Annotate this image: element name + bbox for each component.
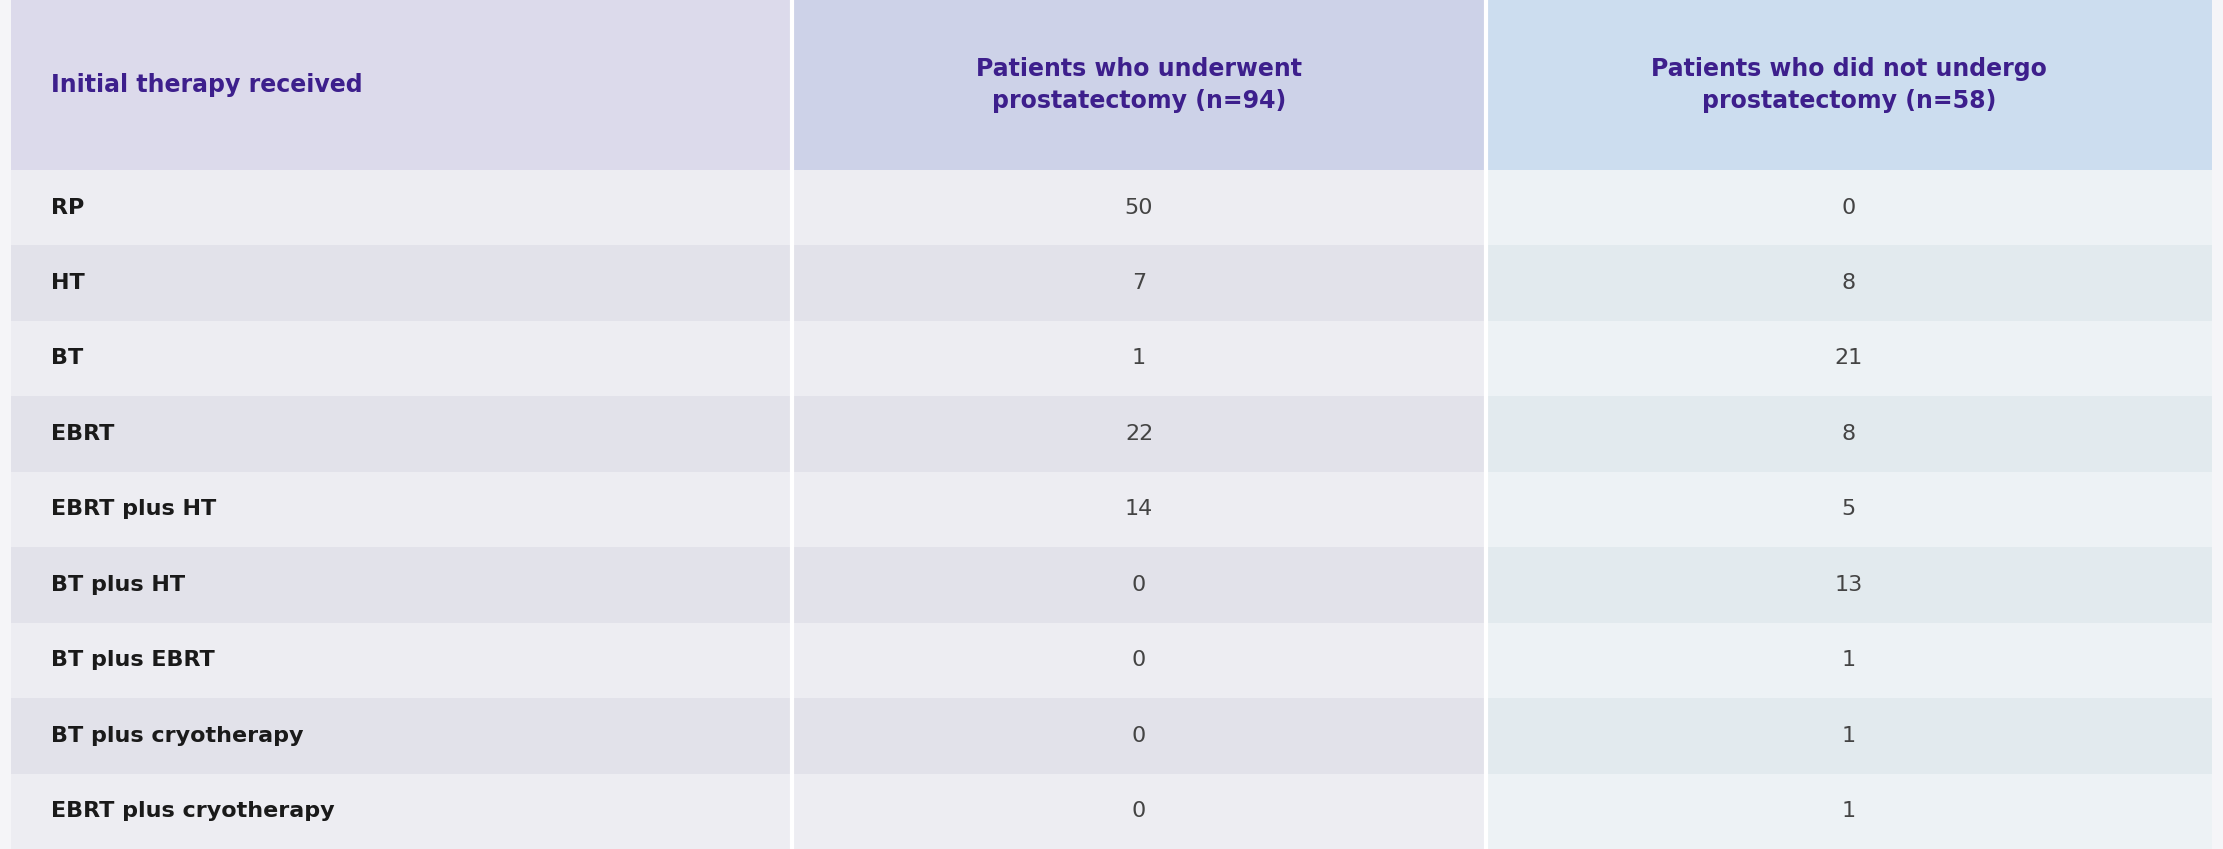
Text: 14: 14	[1125, 499, 1154, 520]
Text: BT plus cryotherapy: BT plus cryotherapy	[51, 726, 305, 745]
Bar	[1485, 0, 2212, 170]
Text: BT plus EBRT: BT plus EBRT	[51, 650, 216, 671]
Bar	[1485, 245, 2212, 321]
Text: 0: 0	[1132, 650, 1147, 671]
Bar	[11, 622, 791, 698]
Text: HT: HT	[51, 273, 84, 293]
Bar	[11, 773, 791, 849]
Bar	[1485, 547, 2212, 622]
Bar	[791, 773, 1485, 849]
Bar	[11, 547, 791, 622]
Text: 1: 1	[1841, 726, 1856, 745]
Bar	[1485, 698, 2212, 773]
Bar	[791, 547, 1485, 622]
Bar	[1485, 170, 2212, 245]
Text: 0: 0	[1132, 801, 1147, 821]
Bar	[791, 321, 1485, 396]
Text: 8: 8	[1841, 424, 1856, 444]
Text: Initial therapy received: Initial therapy received	[51, 73, 362, 97]
Bar	[791, 170, 1485, 245]
Text: 8: 8	[1841, 273, 1856, 293]
Text: Patients who underwent
prostatectomy (n=94): Patients who underwent prostatectomy (n=…	[976, 57, 1303, 113]
Bar	[1485, 321, 2212, 396]
Text: 0: 0	[1841, 198, 1856, 217]
Bar	[1485, 773, 2212, 849]
Bar	[791, 622, 1485, 698]
Text: EBRT: EBRT	[51, 424, 116, 444]
Text: 22: 22	[1125, 424, 1154, 444]
Text: Patients who did not undergo
prostatectomy (n=58): Patients who did not undergo prostatecto…	[1652, 57, 2047, 113]
Bar	[791, 245, 1485, 321]
Bar	[791, 698, 1485, 773]
Bar	[1485, 396, 2212, 472]
Bar	[11, 0, 791, 170]
Bar	[11, 396, 791, 472]
Text: 1: 1	[1841, 801, 1856, 821]
Bar	[791, 396, 1485, 472]
Text: 1: 1	[1132, 348, 1147, 368]
Bar	[1485, 472, 2212, 547]
Text: BT plus HT: BT plus HT	[51, 575, 185, 595]
Text: EBRT plus HT: EBRT plus HT	[51, 499, 216, 520]
Bar	[791, 472, 1485, 547]
Text: 7: 7	[1132, 273, 1147, 293]
Bar	[11, 245, 791, 321]
Text: 13: 13	[1834, 575, 1863, 595]
Text: 50: 50	[1125, 198, 1154, 217]
Text: RP: RP	[51, 198, 84, 217]
Text: 5: 5	[1841, 499, 1856, 520]
Bar	[1485, 622, 2212, 698]
Text: 21: 21	[1834, 348, 1863, 368]
Text: 1: 1	[1841, 650, 1856, 671]
Text: 0: 0	[1132, 575, 1147, 595]
Bar	[11, 472, 791, 547]
Bar	[791, 0, 1485, 170]
Text: 0: 0	[1132, 726, 1147, 745]
Text: BT: BT	[51, 348, 84, 368]
Text: EBRT plus cryotherapy: EBRT plus cryotherapy	[51, 801, 336, 821]
Bar	[11, 321, 791, 396]
Bar	[11, 698, 791, 773]
Bar	[11, 170, 791, 245]
